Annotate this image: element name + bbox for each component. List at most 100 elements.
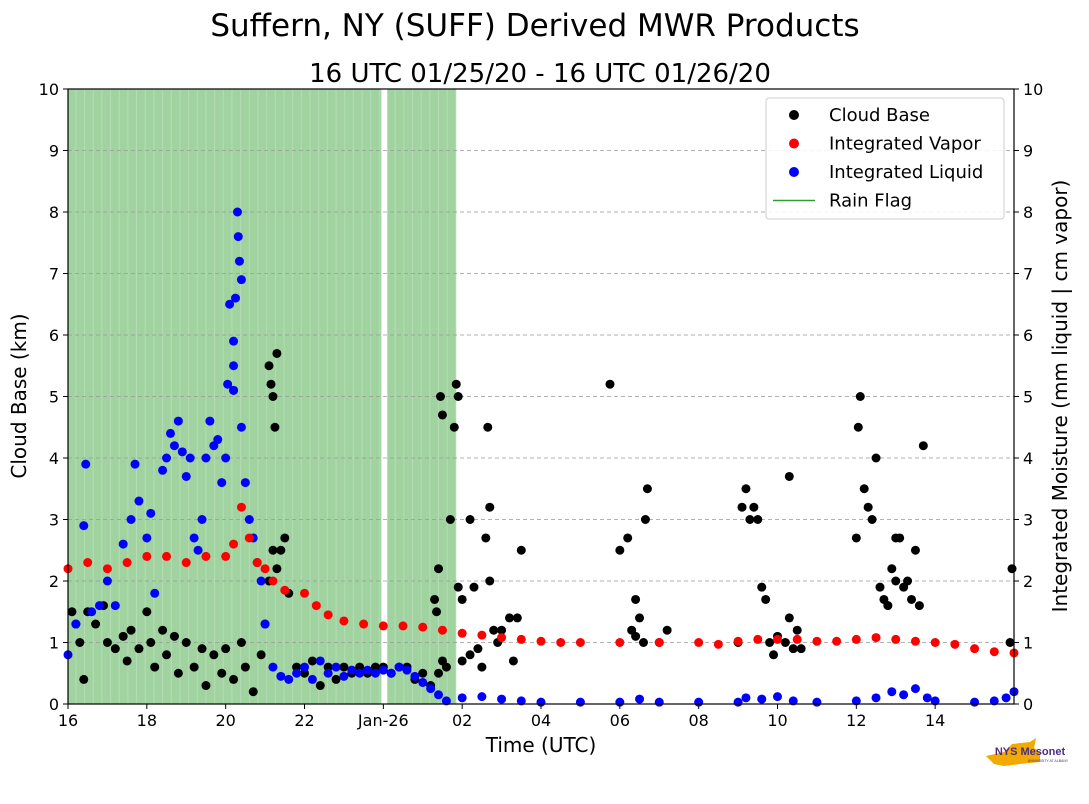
cloud-base-point <box>867 515 877 524</box>
cloud-base-point <box>642 484 652 494</box>
integrated-vapor-point <box>615 638 625 647</box>
cloud-base-point <box>749 502 759 512</box>
cloud-base-point <box>457 594 467 604</box>
logo-subtext: UNIVERSITY AT ALBANY <box>1028 759 1069 763</box>
chart-title: Suffern, NY (SUFF) Derived MWR Products <box>210 8 859 44</box>
cloud-base-point <box>437 410 447 420</box>
integrated-liquid-point <box>989 696 999 706</box>
cloud-base-point <box>418 668 428 678</box>
integrated-liquid-point <box>635 694 645 704</box>
cloud-base-point <box>370 662 380 672</box>
integrated-liquid-point <box>165 428 175 438</box>
legend-label: Integrated Liquid <box>829 162 983 183</box>
cloud-base-point <box>142 607 152 617</box>
cloud-base-point <box>631 594 641 604</box>
cloud-base-point <box>631 631 641 641</box>
y-tick-label-right: 9 <box>1023 142 1033 161</box>
cloud-base-point <box>780 638 790 647</box>
cloud-base-point <box>432 607 442 617</box>
integrated-liquid-point <box>292 668 302 678</box>
y-tick-label-left: 9 <box>49 142 59 161</box>
integrated-liquid-point <box>851 696 861 706</box>
cloud-base-point <box>465 650 475 660</box>
integrated-vapor-point <box>201 551 211 561</box>
cloud-base-point <box>162 650 172 660</box>
integrated-vapor-point <box>339 616 349 626</box>
cloud-base-point <box>270 422 280 432</box>
cloud-base-point <box>489 625 499 635</box>
cloud-base-point <box>784 613 794 623</box>
integrated-liquid-point <box>339 671 349 681</box>
y-tick-label-left: 1 <box>49 634 59 653</box>
integrated-liquid-point <box>741 693 751 703</box>
cloud-base-point <box>469 582 479 592</box>
integrated-liquid-point <box>307 674 317 684</box>
cloud-base-point <box>453 582 463 592</box>
y-tick-label-right: 4 <box>1023 449 1033 468</box>
cloud-base-point <box>605 379 615 389</box>
cloud-base-point <box>761 594 771 604</box>
integrated-liquid-point <box>229 385 239 395</box>
integrated-liquid-point <box>276 671 286 681</box>
integrated-vapor-point <box>398 621 408 631</box>
cloud-base-point <box>853 422 863 432</box>
integrated-liquid-point <box>654 697 664 707</box>
integrated-liquid-point <box>81 459 91 469</box>
integrated-vapor-point <box>832 636 842 646</box>
integrated-liquid-point <box>223 379 233 389</box>
integrated-liquid-point <box>225 299 235 309</box>
x-axis-label: Time (UTC) <box>485 733 597 757</box>
integrated-vapor-point <box>142 551 152 561</box>
y-tick-label-left: 5 <box>49 388 59 407</box>
y-tick-label-right: 8 <box>1023 203 1033 222</box>
cloud-base-point <box>169 631 179 641</box>
integrated-vapor-point <box>694 638 704 647</box>
integrated-vapor-point <box>516 634 526 644</box>
y-tick-label-left: 7 <box>49 265 59 284</box>
cloud-base-point <box>615 545 625 555</box>
integrated-liquid-point <box>233 232 243 242</box>
cloud-base-point <box>483 422 493 432</box>
cloud-base-point <box>918 441 928 451</box>
cloud-base-point <box>209 650 219 660</box>
integrated-liquid-point <box>575 697 585 707</box>
integrated-liquid-point <box>426 684 436 694</box>
x-tick-label: 06 <box>610 711 630 730</box>
cloud-base-point <box>150 662 160 672</box>
integrated-liquid-point <box>169 441 179 451</box>
integrated-vapor-point <box>252 558 262 568</box>
x-tick-label: 16 <box>58 711 78 730</box>
new-york-state-icon <box>986 738 1040 766</box>
integrated-vapor-point <box>891 634 901 644</box>
y-tick-label-right: 3 <box>1023 511 1033 530</box>
integrated-vapor-point <box>300 588 309 598</box>
y-tick-label-left: 4 <box>49 449 59 468</box>
integrated-vapor-point <box>930 638 940 647</box>
integrated-vapor-point <box>244 533 254 543</box>
integrated-vapor-point <box>181 558 191 568</box>
integrated-liquid-point <box>231 293 241 303</box>
cloud-base-point <box>485 576 495 586</box>
cloud-base-point <box>189 662 199 672</box>
integrated-vapor-point <box>733 636 743 646</box>
cloud-base-point <box>635 613 645 623</box>
legend-swatch <box>789 138 799 149</box>
y-tick-label-right: 1 <box>1023 634 1033 653</box>
series-integrated-vapor <box>63 502 1019 658</box>
integrated-vapor-point <box>260 564 270 574</box>
cloud-base-point <box>122 656 132 666</box>
cloud-base-point <box>118 631 128 641</box>
integrated-liquid-point <box>477 692 487 702</box>
x-tick-label: 08 <box>688 711 708 730</box>
cloud-base-point <box>640 515 650 524</box>
cloud-base-point <box>753 515 763 524</box>
cloud-base-point <box>126 625 136 635</box>
integrated-liquid-point <box>970 697 980 707</box>
cloud-base-point <box>883 601 893 611</box>
integrated-vapor-point <box>910 636 920 646</box>
integrated-vapor-point <box>457 628 467 638</box>
integrated-liquid-point <box>378 665 388 675</box>
integrated-liquid-point <box>110 601 120 611</box>
cloud-base-point <box>240 662 250 672</box>
legend-label: Integrated Vapor <box>829 134 981 155</box>
